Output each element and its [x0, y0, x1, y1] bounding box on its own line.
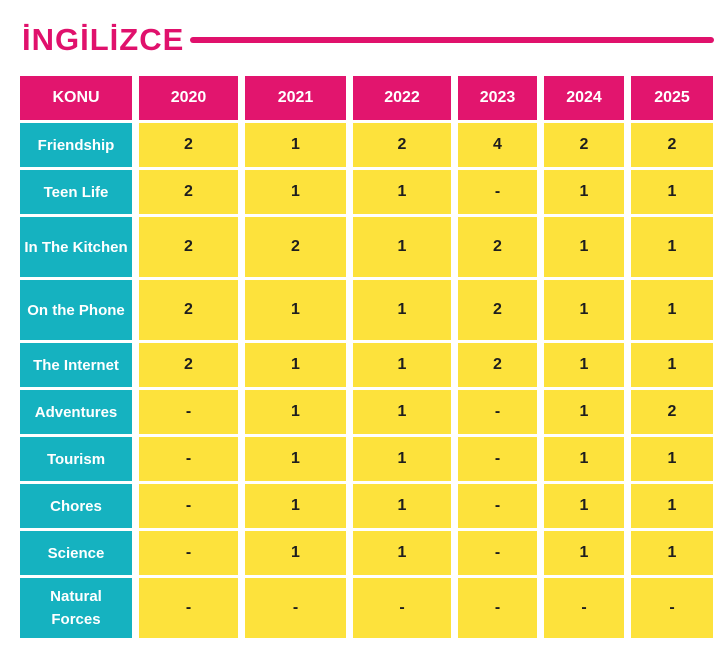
row-topic-science: Science [20, 531, 132, 575]
table-cell: 4 [458, 123, 537, 167]
table-cell: 1 [544, 170, 624, 214]
table-cell: 1 [544, 390, 624, 434]
table-cell: 1 [353, 170, 451, 214]
table-cell: 1 [245, 484, 346, 528]
table-cell: 1 [245, 123, 346, 167]
table-cell: 1 [353, 343, 451, 387]
table-cell: 1 [544, 343, 624, 387]
table-cell: - [544, 578, 624, 638]
header-year-2022: 2022 [353, 76, 451, 120]
table-cell: 2 [544, 123, 624, 167]
table-cell: - [353, 578, 451, 638]
table-cell: 1 [544, 217, 624, 277]
table-cell: 1 [353, 217, 451, 277]
table-cell: - [458, 170, 537, 214]
table-cell: 1 [353, 531, 451, 575]
table-cell: 1 [631, 170, 713, 214]
table-cell: - [458, 437, 537, 481]
table-cell: 2 [353, 123, 451, 167]
table-cell: - [139, 578, 238, 638]
table-cell: 1 [544, 531, 624, 575]
table-cell: - [139, 484, 238, 528]
table-cell: 2 [458, 343, 537, 387]
table-cell: 2 [458, 217, 537, 277]
table-cell: 1 [544, 437, 624, 481]
row-topic-natural-forces: Natural Forces [20, 578, 132, 638]
table-cell: - [458, 578, 537, 638]
table-cell: - [458, 484, 537, 528]
row-topic-adventures: Adventures [20, 390, 132, 434]
table-cell: 1 [353, 390, 451, 434]
row-topic-friendship: Friendship [20, 123, 132, 167]
table-cell: 1 [245, 531, 346, 575]
header-year-2021: 2021 [245, 76, 346, 120]
table-cell: 1 [631, 217, 713, 277]
table-cell: - [139, 390, 238, 434]
table-cell: 2 [139, 343, 238, 387]
header-konu: KONU [20, 76, 132, 120]
topic-table: KONU 2020 2021 2022 2023 2024 2025 Frien… [20, 76, 713, 638]
row-topic-teen-life: Teen Life [20, 170, 132, 214]
table-cell: - [245, 578, 346, 638]
table-cell: 2 [139, 217, 238, 277]
table-cell: 1 [245, 437, 346, 481]
table-cell: - [458, 531, 537, 575]
table-cell: 1 [631, 437, 713, 481]
table-cell: 1 [631, 343, 713, 387]
row-topic-chores: Chores [20, 484, 132, 528]
table-cell: 1 [631, 531, 713, 575]
table-cell: 1 [353, 484, 451, 528]
header-year-2023: 2023 [458, 76, 537, 120]
table-cell: 2 [245, 217, 346, 277]
table-cell: - [458, 390, 537, 434]
table-cell: 1 [353, 280, 451, 340]
title-underline [190, 37, 714, 43]
header-year-2025: 2025 [631, 76, 713, 120]
table-cell: 1 [245, 280, 346, 340]
table-cell: - [139, 437, 238, 481]
table-cell: 1 [353, 437, 451, 481]
table-cell: 1 [544, 484, 624, 528]
page-header: İNGİLİZCE [22, 20, 714, 60]
header-year-2020: 2020 [139, 76, 238, 120]
table-cell: 1 [544, 280, 624, 340]
table-cell: 2 [631, 390, 713, 434]
table-cell: 1 [245, 390, 346, 434]
table-cell: 2 [139, 170, 238, 214]
header-year-2024: 2024 [544, 76, 624, 120]
table-cell: 2 [631, 123, 713, 167]
table-cell: 1 [631, 280, 713, 340]
table-cell: 2 [139, 280, 238, 340]
table-cell: 1 [631, 484, 713, 528]
table-cell: 2 [139, 123, 238, 167]
table-cell: - [139, 531, 238, 575]
row-topic-the-internet: The Internet [20, 343, 132, 387]
row-topic-in-the-kitchen: In The Kitchen [20, 217, 132, 277]
table-cell: 1 [245, 343, 346, 387]
row-topic-tourism: Tourism [20, 437, 132, 481]
row-topic-on-the-phone: On the Phone [20, 280, 132, 340]
table-cell: - [631, 578, 713, 638]
table-cell: 1 [245, 170, 346, 214]
page-title: İNGİLİZCE [22, 22, 185, 57]
table-cell: 2 [458, 280, 537, 340]
